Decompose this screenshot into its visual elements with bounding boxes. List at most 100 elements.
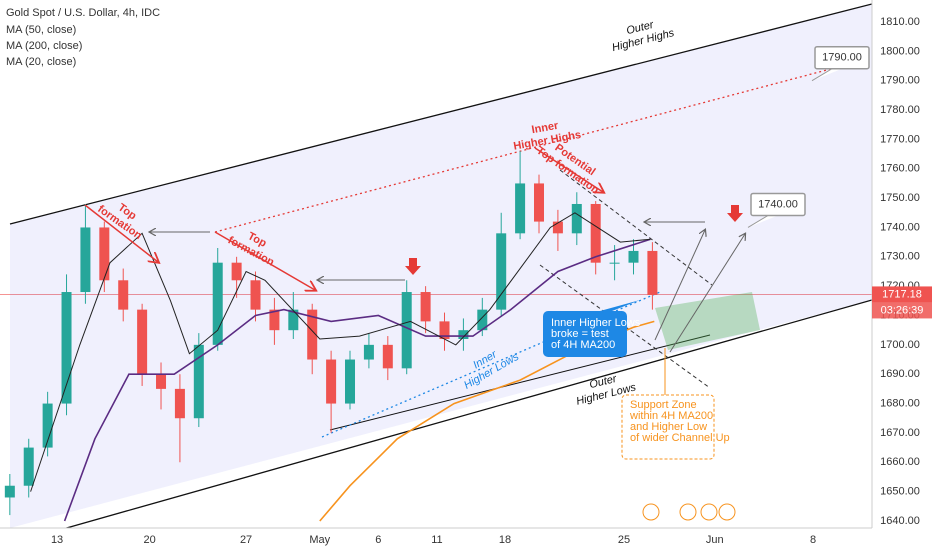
x-tick-label: 20 <box>144 534 156 546</box>
y-tick-label: 1810.00 <box>880 16 920 28</box>
y-tick-label: 1730.00 <box>880 251 920 263</box>
countdown: 03:26:39 <box>881 304 924 316</box>
x-tick-label: 25 <box>618 534 630 546</box>
candle-body <box>193 344 204 419</box>
y-tick-label: 1690.00 <box>880 368 920 380</box>
x-tick-label: 27 <box>240 534 252 546</box>
outer-upper-line <box>9 3 872 225</box>
x-tick-label: May <box>309 534 330 546</box>
arrows <box>84 147 745 521</box>
annotation-line: and Higher Low <box>630 421 707 433</box>
candle-body <box>156 374 167 389</box>
arrow <box>534 147 603 192</box>
candle-body <box>137 309 148 375</box>
outer-lower-line <box>64 299 872 528</box>
countdown-box <box>872 302 932 319</box>
candle-body <box>61 292 72 404</box>
y-tick-label: 1780.00 <box>880 104 920 116</box>
candle-body <box>571 203 582 234</box>
candle-body <box>439 321 450 339</box>
candle-body <box>515 183 526 234</box>
candle-body <box>80 227 91 293</box>
event-icons <box>642 503 736 521</box>
candle-body <box>118 280 129 310</box>
callout-box <box>621 394 715 460</box>
x-tick-label: Jun <box>706 534 724 546</box>
y-tick-label: 1800.00 <box>880 45 920 57</box>
y-tick-label: 1740.00 <box>880 221 920 233</box>
candle-body <box>552 221 563 234</box>
arrow <box>214 231 315 290</box>
price-axis <box>872 0 932 550</box>
candle-body <box>590 203 601 263</box>
y-tick-label: 1700.00 <box>880 339 920 351</box>
candle-body <box>269 309 280 331</box>
candle-body <box>212 262 223 345</box>
candle-body <box>496 233 507 310</box>
candle-body <box>288 309 299 331</box>
support-zone <box>655 292 760 350</box>
drawings <box>9 3 872 528</box>
annotation-line: of wider Channel Up <box>630 432 730 444</box>
candle-body <box>609 262 620 264</box>
candle-body <box>307 309 318 360</box>
candle-body <box>42 403 53 448</box>
candle-body <box>628 250 639 263</box>
annotation: Inner Higher Lows broke = test of 4H MA200 <box>551 317 641 351</box>
candle-body <box>382 344 393 369</box>
inner-channel-upper <box>559 169 713 286</box>
x-tick-label: 13 <box>51 534 63 546</box>
annotation: OuterHigher Highs <box>608 14 676 54</box>
inner-higher-highs-line <box>214 57 872 233</box>
candles <box>4 151 658 516</box>
callout-box <box>543 311 627 357</box>
legend-entry: MA (20, close) <box>6 56 76 68</box>
x-tick-label: 11 <box>431 534 442 546</box>
legend-entry: MA (50, close) <box>6 24 76 36</box>
candle-body <box>401 292 412 369</box>
candle-body <box>420 292 431 322</box>
annotation-line: within 4H MA200 <box>629 410 713 422</box>
annotation-line: Inner Higher Lows <box>551 317 641 329</box>
time-axis <box>0 528 872 550</box>
down-arrow <box>727 205 743 222</box>
ma-line <box>63 238 651 522</box>
candle-body <box>250 280 261 310</box>
candle-body <box>231 262 242 281</box>
candle-body <box>99 227 110 281</box>
annotation-line: Support Zone <box>630 399 697 411</box>
annotation: Support Zone within 4H MA200 and Higher Lo… <box>629 399 730 444</box>
ma-line <box>30 212 651 492</box>
annotation-line: broke = test <box>551 328 609 340</box>
chart-title: Gold Spot / U.S. Dollar, 4h, IDC <box>6 7 160 19</box>
candle-body <box>23 447 34 486</box>
y-tick-label: 1770.00 <box>880 133 920 145</box>
candle-body <box>458 330 469 339</box>
candle-body <box>533 183 544 222</box>
y-tick-label: 1680.00 <box>880 397 920 409</box>
level-label: 1790.00 <box>822 52 862 64</box>
candle-body <box>174 388 185 419</box>
outer-lower-inner-line <box>329 334 711 431</box>
legend-entry: MA (200, close) <box>6 40 82 52</box>
arrow <box>654 230 705 341</box>
level-box <box>814 45 870 70</box>
legend: Gold Spot / U.S. Dollar, 4h, IDC MA (50,… <box>6 7 160 68</box>
arrow <box>669 234 745 353</box>
candle-body <box>477 309 488 331</box>
y-tick-label: 1790.00 <box>880 75 920 87</box>
candle-body <box>647 250 658 295</box>
candle-body <box>363 344 374 360</box>
annotation-line: of 4H MA200 <box>551 339 615 351</box>
y-tick-label: 1650.00 <box>880 486 920 498</box>
x-tick-label: 18 <box>499 534 511 546</box>
channel-fill <box>10 4 872 528</box>
x-tick-label: 6 <box>375 534 381 546</box>
y-tick-label: 1660.00 <box>880 456 920 468</box>
y-tick-label: 1640.00 <box>880 515 920 527</box>
last-price-label: 1717.18 <box>882 288 922 300</box>
down-arrow <box>405 258 421 275</box>
candle-body <box>326 359 337 404</box>
candle-body <box>4 485 15 498</box>
